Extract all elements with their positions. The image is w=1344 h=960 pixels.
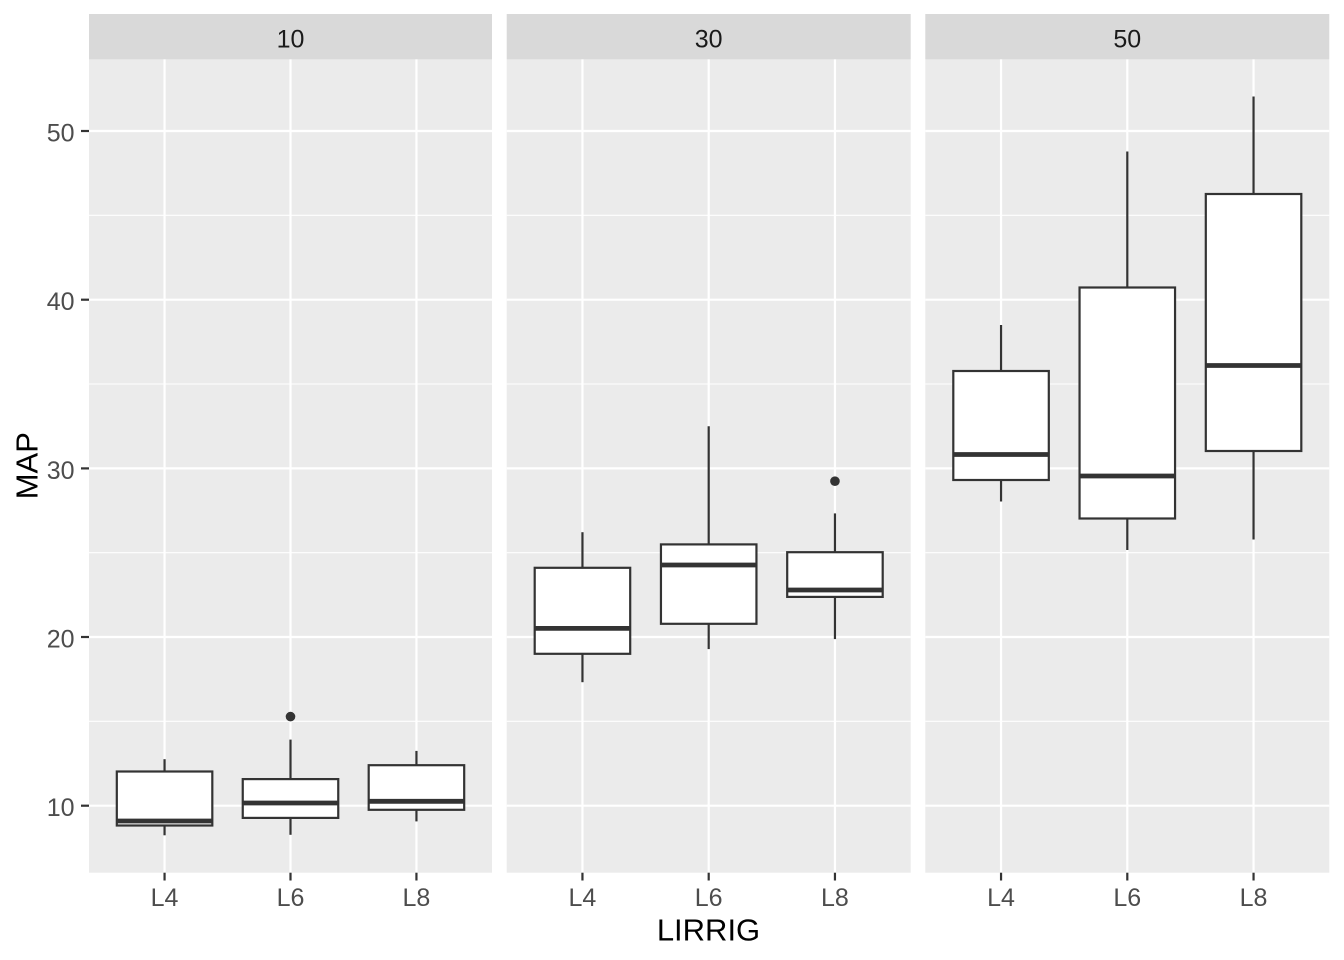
svg-text:30: 30: [695, 26, 723, 54]
svg-text:L4: L4: [569, 884, 597, 912]
svg-text:20: 20: [47, 626, 75, 654]
svg-text:10: 10: [47, 794, 75, 822]
svg-text:L6: L6: [277, 884, 305, 912]
svg-text:30: 30: [47, 457, 75, 485]
svg-text:10: 10: [277, 26, 305, 54]
svg-text:L8: L8: [821, 884, 849, 912]
svg-text:50: 50: [47, 120, 75, 148]
svg-text:L6: L6: [1113, 884, 1141, 912]
svg-text:50: 50: [1113, 26, 1141, 54]
svg-text:L8: L8: [403, 884, 431, 912]
svg-text:L8: L8: [1240, 884, 1268, 912]
svg-text:40: 40: [47, 288, 75, 316]
svg-text:LIRRIG: LIRRIG: [657, 912, 760, 947]
svg-text:L4: L4: [151, 884, 179, 912]
svg-text:MAP: MAP: [10, 432, 45, 499]
svg-text:L6: L6: [695, 884, 723, 912]
svg-text:L4: L4: [987, 884, 1015, 912]
